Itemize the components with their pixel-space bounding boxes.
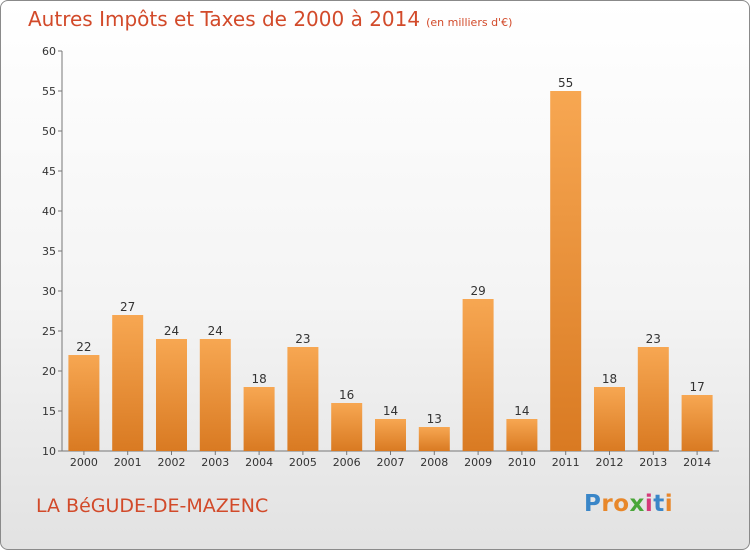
x-tick-label: 2007 xyxy=(377,456,405,469)
x-tick-label: 2009 xyxy=(464,456,492,469)
y-tick-label: 20 xyxy=(42,365,56,378)
x-tick-label: 2008 xyxy=(420,456,448,469)
x-tick-label: 2011 xyxy=(552,456,580,469)
data-label: 29 xyxy=(470,284,485,298)
x-tick-label: 2003 xyxy=(201,456,229,469)
chart-title-text: Autres Impôts et Taxes de 2000 à 2014 xyxy=(28,7,421,31)
data-label: 24 xyxy=(164,324,179,338)
data-label: 22 xyxy=(76,340,91,354)
x-tick-label: 2004 xyxy=(245,456,273,469)
logo-letter: i xyxy=(644,491,654,517)
bar xyxy=(637,347,669,451)
y-tick-label: 10 xyxy=(42,445,56,458)
x-tick-label: 2005 xyxy=(289,456,317,469)
bar xyxy=(375,419,406,451)
bar xyxy=(462,299,494,451)
data-label: 14 xyxy=(383,404,398,418)
x-tick-label: 2013 xyxy=(639,456,667,469)
y-tick-label: 15 xyxy=(42,405,56,418)
y-tick-label: 25 xyxy=(42,325,56,338)
data-label: 17 xyxy=(689,380,704,394)
x-tick-label: 2010 xyxy=(508,456,536,469)
y-tick-label: 60 xyxy=(42,45,56,58)
y-tick-label: 55 xyxy=(42,85,56,98)
data-label: 23 xyxy=(295,332,310,346)
x-tick-label: 2002 xyxy=(158,456,186,469)
bar xyxy=(331,403,363,451)
logo-letter: x xyxy=(629,491,645,517)
x-tick-label: 2014 xyxy=(683,456,711,469)
bar xyxy=(199,339,231,451)
chart-title: Autres Impôts et Taxes de 2000 à 2014 (en… xyxy=(28,7,512,31)
data-label: 24 xyxy=(208,324,223,338)
logo-letter: r xyxy=(601,491,614,517)
logo-letter: o xyxy=(613,491,630,517)
data-label: 13 xyxy=(427,412,442,426)
data-label: 18 xyxy=(251,372,266,386)
x-tick-label: 2012 xyxy=(596,456,624,469)
y-tick-label: 45 xyxy=(42,165,56,178)
data-label: 27 xyxy=(120,300,135,314)
x-tick-label: 2000 xyxy=(70,456,98,469)
location-name: LA BéGUDE-DE-MAZENC xyxy=(36,495,269,517)
data-label: 55 xyxy=(558,76,573,90)
bar xyxy=(156,339,187,451)
data-label: 18 xyxy=(602,372,617,386)
bar xyxy=(550,91,582,451)
bar xyxy=(681,395,713,451)
proxiti-logo: Proxiti xyxy=(584,491,673,517)
y-tick-label: 50 xyxy=(42,125,56,138)
x-tick-label: 2001 xyxy=(114,456,142,469)
data-label: 16 xyxy=(339,388,354,402)
chart-subtitle: (en milliers d'€) xyxy=(426,16,513,29)
data-label: 23 xyxy=(646,332,661,346)
bar xyxy=(68,355,100,451)
logo-letter: P xyxy=(584,491,602,517)
logo-letter: t xyxy=(653,491,665,517)
bar xyxy=(418,427,450,451)
bar xyxy=(243,387,275,451)
bar xyxy=(506,419,538,451)
data-label: 14 xyxy=(514,404,529,418)
logo-letter: i xyxy=(664,491,674,517)
bar xyxy=(594,387,625,451)
bar xyxy=(287,347,319,451)
y-tick-label: 40 xyxy=(42,205,56,218)
y-tick-label: 35 xyxy=(42,245,56,258)
x-tick-label: 2006 xyxy=(333,456,361,469)
y-tick-label: 30 xyxy=(42,285,56,298)
bar xyxy=(112,315,144,451)
